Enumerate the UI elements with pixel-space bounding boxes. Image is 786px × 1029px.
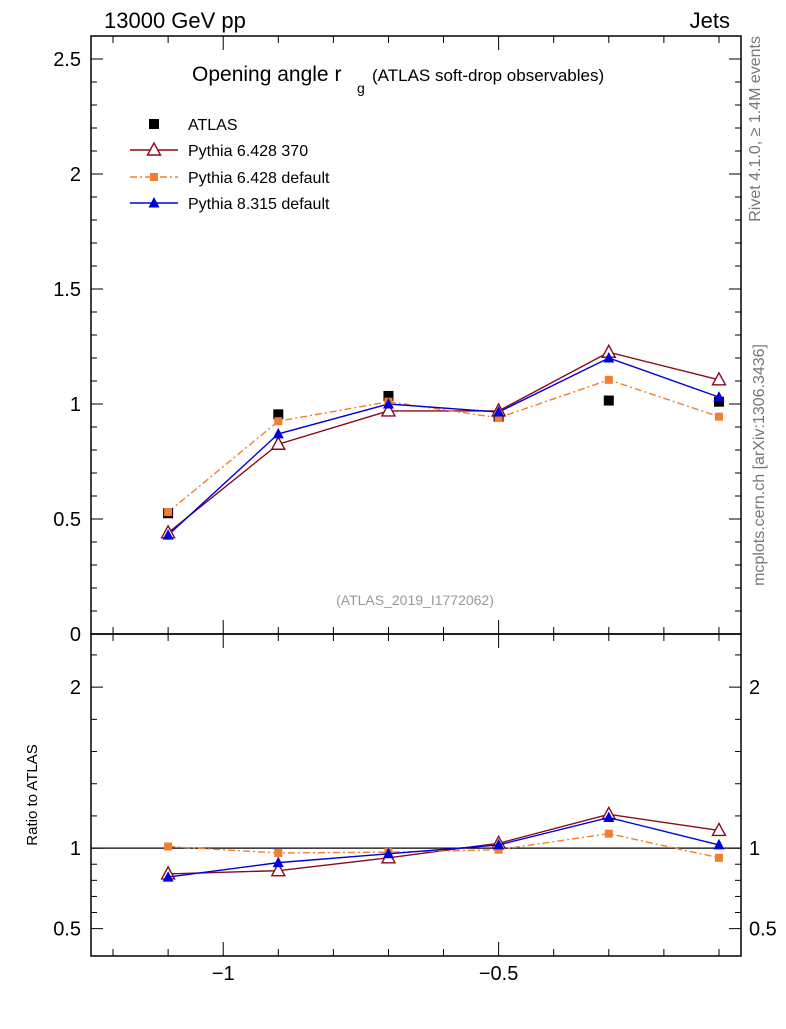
data-point (382, 398, 394, 409)
x-tick-label: −1 (212, 963, 235, 985)
legend-entry: Pythia 8.315 default (130, 196, 330, 213)
main-y-tick-label: 0 (70, 624, 81, 646)
data-point (603, 395, 614, 406)
data-point (603, 352, 615, 363)
markers-pythia-6-428-default (164, 375, 723, 517)
legend-entry: Pythia 6.428 370 (130, 141, 308, 160)
legend-label: Pythia 6.428 370 (188, 143, 308, 160)
data-point (493, 406, 505, 417)
series-pythia-8-315-default (167, 357, 720, 536)
data-point (162, 871, 174, 882)
data-point (150, 173, 158, 181)
data-point (494, 845, 503, 854)
source-label: mcplots.cern.ch [arXiv:1306.3436] (751, 344, 768, 586)
data-point (382, 847, 394, 859)
data-point (270, 435, 286, 450)
data-point (604, 375, 613, 384)
data-point (494, 413, 503, 422)
ratio-plot-frame (90, 633, 742, 957)
data-point (493, 838, 505, 850)
data-point (713, 396, 724, 407)
ratio-pythia-6-428-default (164, 829, 723, 862)
plot-title-subscript: g (357, 80, 365, 96)
legend-label: ATLAS (188, 117, 238, 134)
data-point (713, 391, 725, 402)
data-point (146, 141, 162, 156)
data-point (274, 417, 283, 426)
plot-title-extra: (ATLAS soft-drop observables) (372, 66, 604, 85)
data-point (164, 842, 173, 851)
ratio-line (168, 813, 720, 875)
main-y-tick-label: 2.5 (53, 49, 81, 71)
ratio-y-tick-label-right: 0.5 (749, 919, 777, 941)
ratio-y-tick-label-right: 2 (749, 677, 760, 699)
series-line (167, 351, 720, 534)
data-point (380, 402, 397, 417)
main-axis-ticks: 0 0.5 1 1.5 2 2.5 (53, 35, 741, 646)
ratio-y-tick-label-left: 1 (70, 838, 81, 860)
x-tick-label: −0.5 (479, 963, 518, 985)
series-line (167, 357, 720, 536)
main-y-tick-label: 1.5 (53, 279, 81, 301)
legend: ATLAS Pythia 6.428 370 Pythia 6.428 defaul… (130, 117, 330, 213)
ratio-y-tick-label-right: 1 (749, 838, 760, 860)
legend-entry: ATLAS (149, 117, 238, 134)
data-point (149, 119, 159, 129)
ratio-y-axis-label: Ratio to ATLAS (24, 744, 41, 845)
analysis-id: (ATLAS_2019_I1772062) (336, 592, 494, 608)
data-point (164, 508, 173, 517)
data-point (714, 412, 723, 421)
series-pythia-6-428-370 (167, 351, 720, 534)
x-axis-ticks: −1 −0.5 (112, 36, 720, 985)
data-point (711, 371, 727, 386)
series-pythia-6-428-default (167, 379, 720, 513)
ratio-y-tick-label-left: 0.5 (53, 919, 81, 941)
data-point (274, 848, 283, 857)
ratio-axis-ticks: 0.5 0.5 1 1 2 2 (53, 654, 777, 941)
data-point (714, 853, 723, 862)
category-label: Jets (690, 8, 730, 33)
data-point (148, 197, 160, 208)
main-y-tick-label: 0.5 (53, 509, 81, 531)
ratio-series-layer (160, 805, 727, 882)
data-point (273, 409, 284, 420)
data-point (603, 811, 615, 823)
data-point (270, 862, 286, 877)
data-point (711, 821, 727, 837)
ratio-pythia-6-428-370 (160, 805, 727, 880)
ratio-pythia-8-315-default (162, 811, 725, 882)
legend-entry: Pythia 6.428 default (130, 170, 330, 187)
markers-pythia-6-428-370 (160, 343, 727, 539)
main-series-layer (160, 343, 727, 540)
energy-label: 13000 GeV pp (104, 8, 246, 33)
markers-pythia-8-315-default (162, 352, 725, 540)
rivet-label: Rivet 4.1.0, ≥ 1.4M events (747, 36, 764, 222)
data-point (383, 390, 394, 401)
data-point (604, 829, 613, 838)
ratio-y-tick-label-left: 2 (70, 677, 81, 699)
legend-label: Pythia 6.428 default (188, 170, 330, 187)
data-point (272, 856, 284, 868)
series-line (167, 379, 720, 513)
ratio-line (168, 832, 720, 859)
data-point (713, 838, 725, 850)
legend-label: Pythia 8.315 default (188, 196, 330, 213)
ratio-line (168, 816, 720, 878)
plot-title: Opening angle r (192, 63, 341, 86)
main-y-tick-label: 2 (70, 164, 81, 186)
main-y-tick-label: 1 (70, 394, 81, 416)
data-point (162, 529, 174, 540)
data-point (272, 427, 284, 439)
